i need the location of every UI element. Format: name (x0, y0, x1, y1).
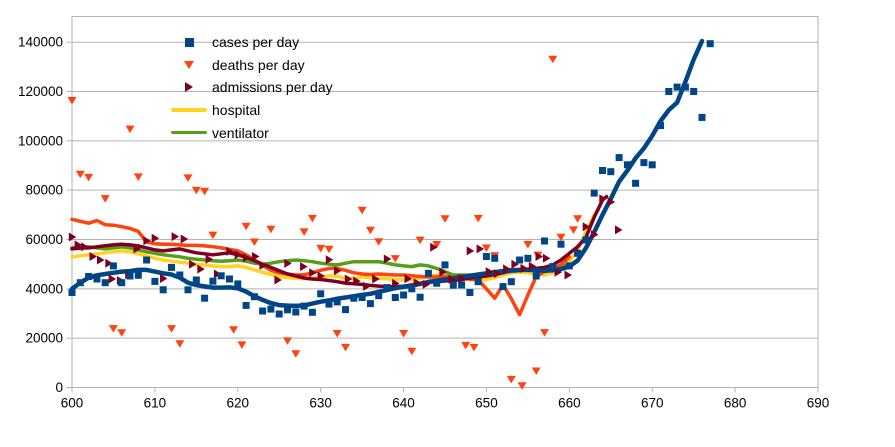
x-tick-label: 660 (558, 396, 581, 411)
legend-item-deaths: deaths per day (168, 54, 333, 77)
chart-legend: cases per day deaths per day admissions … (168, 31, 333, 144)
series-points-deaths-per-day (67, 55, 583, 390)
x-tick-label: 690 (807, 396, 830, 411)
legend-label-cases: cases per day (212, 34, 300, 51)
y-tick-label: 140000 (18, 35, 63, 50)
x-tick-label: 670 (641, 396, 664, 411)
y-tick-label: 20000 (25, 331, 63, 346)
legend-item-admissions: admissions per day (168, 76, 333, 99)
series-line-deaths-per-day (70, 217, 572, 317)
y-tick-label: 60000 (25, 232, 63, 247)
y-tick-label: 100000 (18, 133, 63, 148)
x-tick-label: 630 (309, 396, 332, 411)
y-tick-label: 80000 (25, 183, 63, 198)
x-tick-label: 680 (724, 396, 747, 411)
x-tick-label: 650 (475, 396, 498, 411)
legend-item-ventilator: ventilator (168, 121, 333, 144)
legend-label-ventilator: ventilator (212, 124, 269, 141)
legend-label-hospital: hospital (212, 102, 261, 119)
x-tick-label: 640 (392, 396, 415, 411)
x-tick-label: 620 (227, 396, 250, 411)
deaths-triangle-icon (184, 60, 194, 69)
hospital-line-icon (171, 108, 207, 112)
axis-labels: 0 20000 40000 60000 80000 100000 120000 140000 6… (18, 35, 829, 411)
y-tick-label: 120000 (18, 84, 63, 99)
x-tick-label: 610 (144, 396, 167, 411)
y-tick-label: 0 (55, 380, 63, 395)
legend-item-cases: cases per day (168, 31, 333, 54)
y-tick-label: 40000 (25, 281, 63, 296)
gridlines (66, 16, 819, 393)
legend-item-hospital: hospital (168, 99, 333, 122)
legend-label-deaths: deaths per day (212, 56, 305, 73)
x-tick-label: 600 (61, 396, 84, 411)
cases-square-icon (184, 37, 194, 47)
ventilator-line-icon (171, 130, 207, 135)
legend-label-admissions: admissions per day (212, 79, 333, 96)
series-points-cases-per-day (68, 40, 714, 318)
admissions-triangle-icon (185, 82, 193, 93)
